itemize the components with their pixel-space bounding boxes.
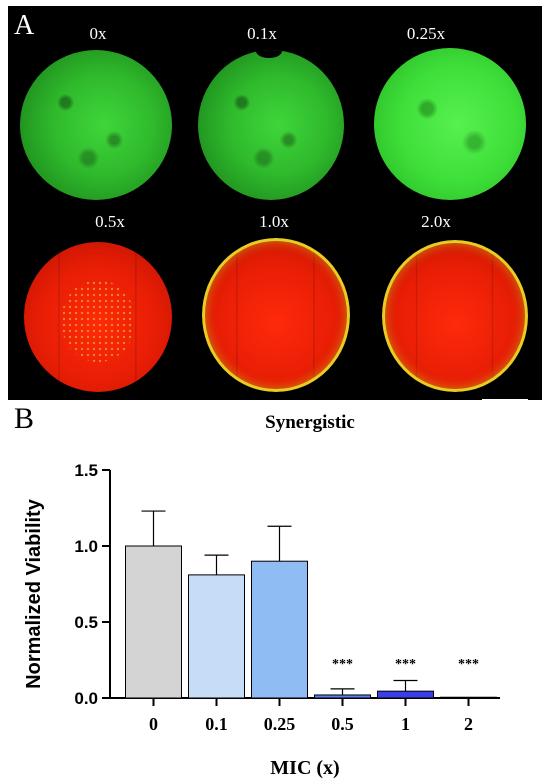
y-tick-label: 0.0 [74,689,98,708]
chart-title: Synergistic [265,412,355,433]
bar-0 [125,545,182,699]
bar-1 [377,690,434,699]
microscopy-panel: A 0x 0.1x 0.25x 0.5x 1.0x 2.0x [8,6,542,400]
x-tick-label-0: 0 [149,714,158,734]
x-tick-label-2: 2 [464,714,473,734]
well-label-1.0x: 1.0x [259,212,289,231]
well-image-0x [20,50,172,200]
scale-bar [482,399,528,400]
bar-0.5 [314,694,371,699]
well-label-0.25x: 0.25x [406,24,446,43]
viability-bar-chart: 0.0 0.5 1.0 1.5 0 0.1 0.25 *** 0.5 *** 1 *** 2 Normal… [23,461,500,779]
well-label-0.5x: 0.5x [95,212,125,231]
well-label-2.0x: 2.0x [421,212,451,231]
panel-letter-b: B [14,402,35,435]
viability-chart-panel: Synergistic 0.0 0.5 1.0 1.5 0 0.1 0.25 *** 0.5 **… [0,400,550,784]
x-tick-label-0.1: 0.1 [205,714,228,734]
y-tick-label: 1.5 [74,461,98,480]
well-image-0.1x [198,50,344,200]
well-label-0x: 0x [89,24,107,43]
significance-marker-2: *** [458,657,479,672]
significance-marker-1: *** [395,657,416,672]
panel-letter-a: A [14,10,35,41]
x-tick-label-0.25: 0.25 [264,714,296,734]
bar-0.25 [251,560,308,699]
well-image-1.0x [202,238,350,392]
x-axis-title: MIC (x) [270,757,339,779]
well-image-2.0x [382,240,528,392]
x-tick-label-0.5: 0.5 [331,714,354,734]
well-notch [256,50,282,58]
bar-0.1 [188,574,245,699]
significance-marker-0.5: *** [332,657,353,672]
y-axis-title: Normalized Viability [23,498,45,689]
well-speckle [61,279,135,362]
x-tick-label-1: 1 [401,714,410,734]
y-tick-label: 1.0 [74,537,98,556]
well-image-0.5x [24,242,172,392]
y-tick-label: 0.5 [74,613,98,632]
well-image-0.25x [374,48,526,200]
well-label-0.1x: 0.1x [247,24,277,43]
